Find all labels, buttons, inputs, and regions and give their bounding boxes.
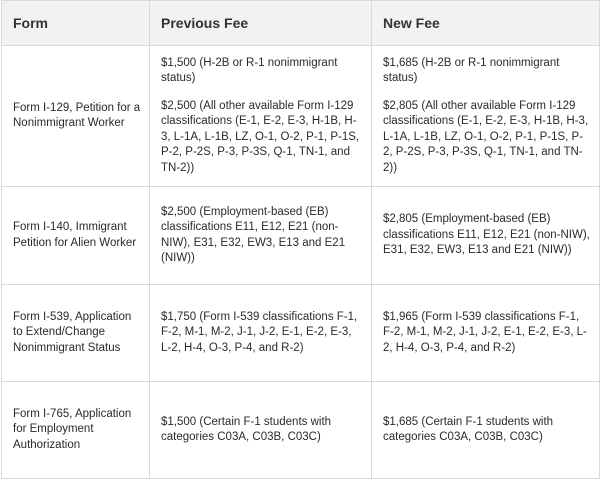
form-cell-i539: Form I-539, Application to Extend/Change… [1, 284, 150, 382]
new-fee-cell-i765: $1,685 (Certain F-1 students with catego… [371, 381, 600, 479]
table-row: Form I-539, Application to Extend/Change… [1, 284, 600, 382]
form-cell-i129: Form I-129, Petition for a Nonimmigrant … [1, 45, 150, 187]
fee-text: $1,750 (Form I-539 classifications F-1, … [161, 310, 358, 354]
fee-text: $1,685 (Certain F-1 students with catego… [383, 415, 554, 444]
previous-fee-cell-i539: $1,750 (Form I-539 classifications F-1, … [149, 284, 372, 382]
new-fee-cell-i140: $2,805 (Employment-based (EB) classifica… [371, 186, 600, 285]
header-row: Form Previous Fee New Fee [1, 0, 600, 46]
header-previous-fee: Previous Fee [149, 0, 372, 46]
previous-fee-cell-i129: $1,500 (H-2B or R-1 nonimmigrant status)… [149, 45, 372, 187]
new-fee-cell-i539: $1,965 (Form I-539 classifications F-1, … [371, 284, 600, 382]
fee-text: $1,965 (Form I-539 classifications F-1, … [383, 310, 587, 354]
fee-text: $1,500 (Certain F-1 students with catego… [161, 415, 332, 444]
fee-text: $2,805 (All other available Form I-129 c… [383, 99, 589, 174]
fee-text: $2,500 (All other available Form I-129 c… [161, 99, 360, 174]
fee-text: $2,500 (Employment-based (EB) classifica… [161, 205, 346, 265]
new-fee-cell-i129: $1,685 (H-2B or R-1 nonimmigrant status)… [371, 45, 600, 187]
header-form: Form [1, 0, 150, 46]
fee-text: $1,685 (H-2B or R-1 nonimmigrant status) [383, 56, 560, 85]
previous-fee-cell-i140: $2,500 (Employment-based (EB) classifica… [149, 186, 372, 285]
form-cell-i140: Form I-140, Immigrant Petition for Alien… [1, 186, 150, 285]
form-cell-i765: Form I-765, Application for Employment A… [1, 381, 150, 479]
fee-text: $2,805 (Employment-based (EB) classifica… [383, 213, 590, 257]
header-new-fee: New Fee [371, 0, 600, 46]
table-row: Form I-765, Application for Employment A… [1, 381, 600, 479]
previous-fee-cell-i765: $1,500 (Certain F-1 students with catego… [149, 381, 372, 479]
table-row: Form I-129, Petition for a Nonimmigrant … [1, 45, 600, 187]
fee-text: $1,500 (H-2B or R-1 nonimmigrant status) [161, 56, 338, 85]
table-row: Form I-140, Immigrant Petition for Alien… [1, 186, 600, 285]
